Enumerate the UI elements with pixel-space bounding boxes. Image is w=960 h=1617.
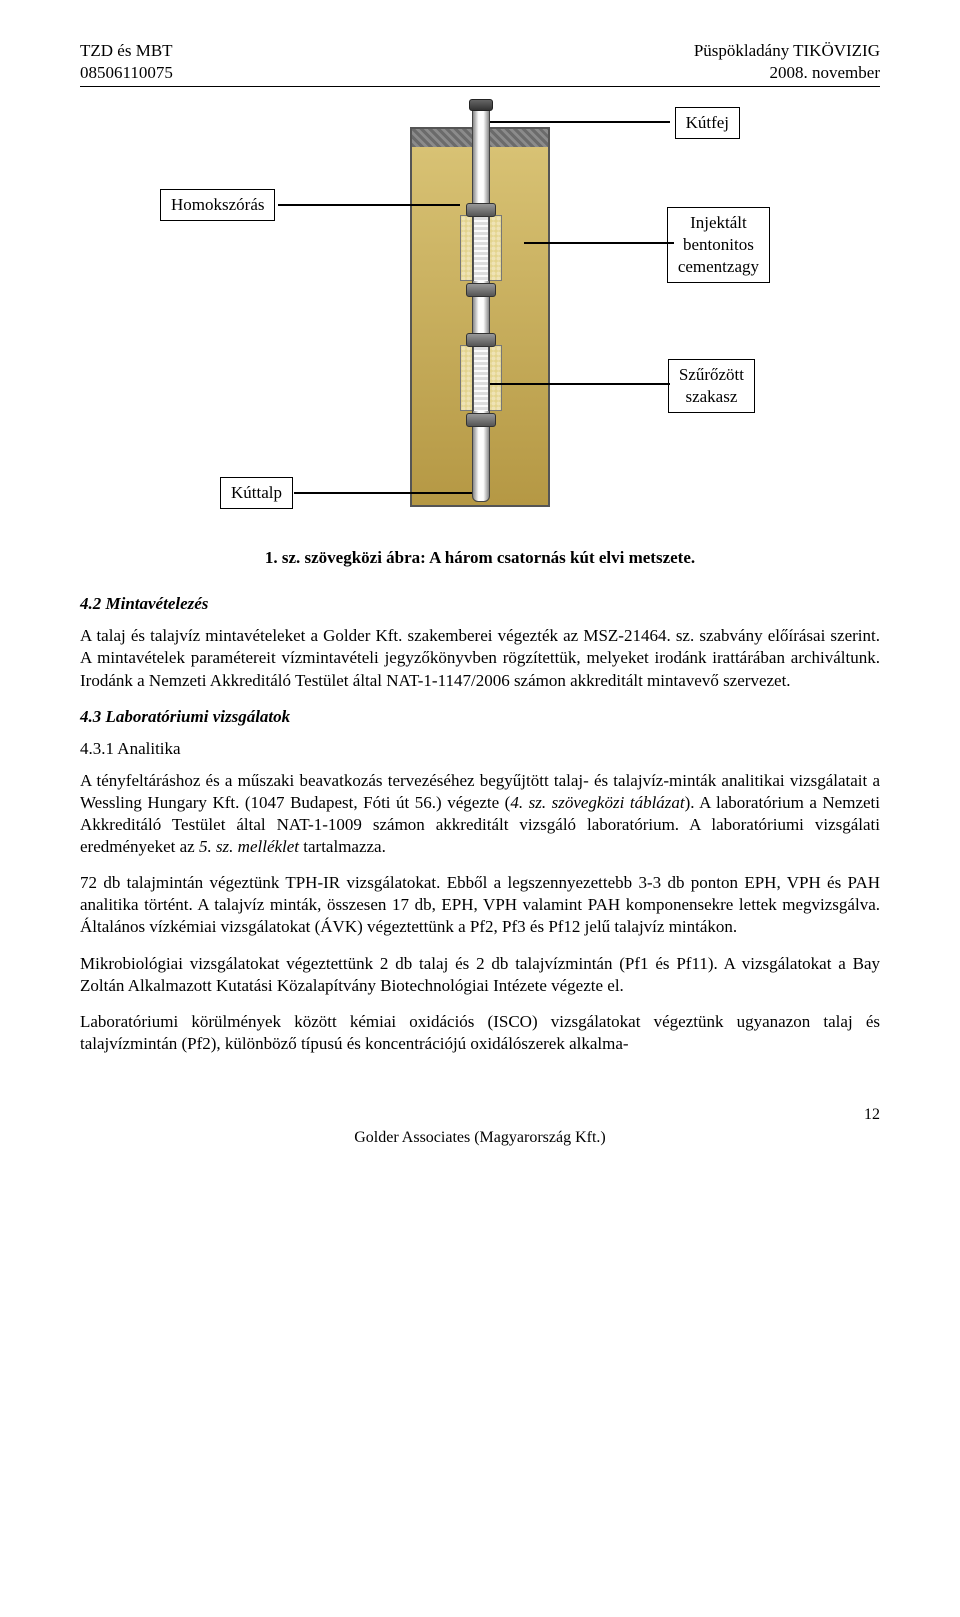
para-4-3-3: Mikrobiológiai vizsgálatokat végeztettün… (80, 953, 880, 997)
header-underline (80, 86, 880, 87)
heading-4-3: 4.3 Laboratóriumi vizsgálatok (80, 706, 880, 728)
page-number: 12 (80, 1105, 880, 1126)
packer-3 (466, 333, 496, 347)
para-4-3-4: Laboratóriumi körülmények között kémiai … (80, 1011, 880, 1055)
packer-2 (466, 283, 496, 297)
para-4-3-2: 72 db talajmintán végeztünk TPH-IR vizsg… (80, 872, 880, 938)
para-4-3-1-text: A tényfeltáráshoz és a műszaki beavatkoz… (80, 771, 880, 856)
leader-kutfej (490, 121, 670, 123)
page-header-row2: 08506110075 2008. november (80, 62, 880, 84)
label-szurozott: Szűrőzött szakasz (668, 359, 755, 413)
well-pipe (472, 107, 490, 502)
label-kuttalp: Kúttalp (220, 477, 293, 509)
label-kutfej: Kútfej (675, 107, 740, 139)
label-injektalt: Injektált bentonitos cementzagy (667, 207, 770, 283)
header-left-bottom: 08506110075 (80, 62, 173, 84)
para-4-3-1: A tényfeltáráshoz és a műszaki beavatkoz… (80, 770, 880, 858)
page-footer: Golder Associates (Magyarország Kft.) (80, 1128, 880, 1149)
leader-injektalt (524, 242, 674, 244)
para-4-2: A talaj és talajvíz mintavételeket a Gol… (80, 625, 880, 691)
header-right-bottom: 2008. november (770, 62, 880, 84)
label-homokszoras: Homokszórás (160, 189, 275, 221)
header-left-top: TZD és MBT (80, 40, 173, 62)
screen-upper (473, 217, 489, 281)
leader-szurozott (490, 383, 670, 385)
leader-homokszoras (278, 204, 460, 206)
heading-4-2: 4.2 Mintavételezés (80, 593, 880, 615)
header-right-top: Püspökladány TIKÖVIZIG (694, 40, 880, 62)
page-header: TZD és MBT Püspökladány TIKÖVIZIG (80, 40, 880, 62)
packer-1 (466, 203, 496, 217)
leader-kuttalp (294, 492, 472, 494)
subheading-4-3-1: 4.3.1 Analitika (80, 738, 880, 760)
well-diagram: Homokszórás Kúttalp Kútfej Injektált ben… (160, 107, 800, 527)
well-cap (469, 99, 493, 111)
figure-caption: 1. sz. szövegközi ábra: A három csatorná… (80, 547, 880, 569)
packer-4 (466, 413, 496, 427)
screen-lower (473, 347, 489, 411)
